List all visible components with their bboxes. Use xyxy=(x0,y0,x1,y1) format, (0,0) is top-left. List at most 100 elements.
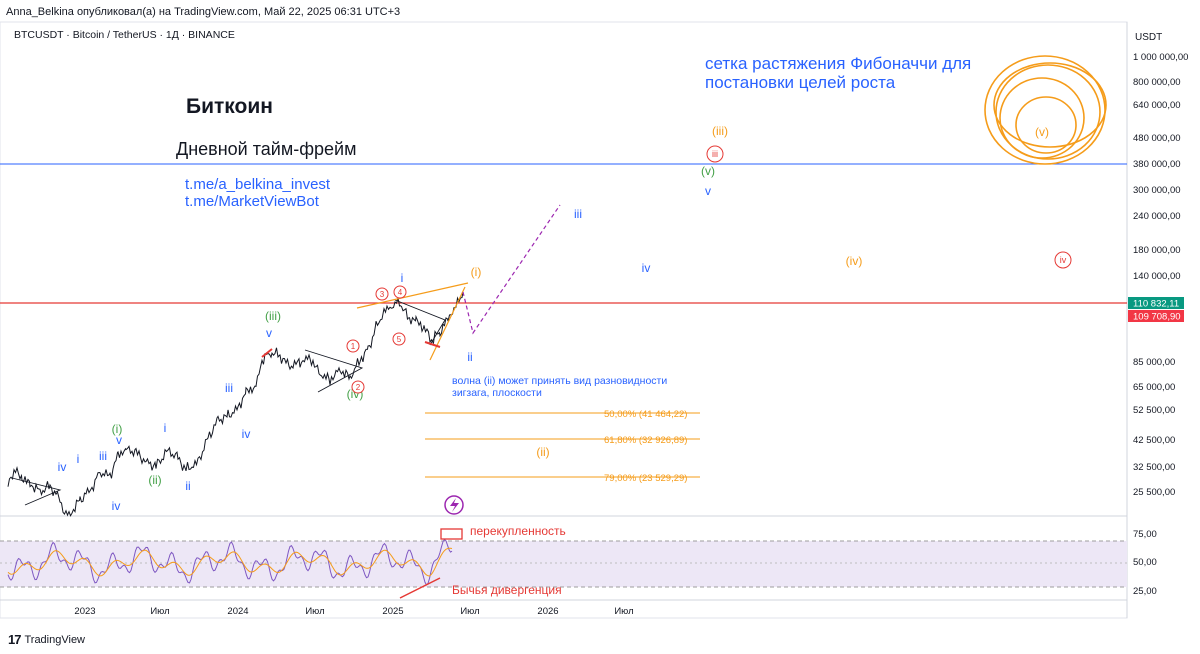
wave-label: v xyxy=(705,184,711,198)
circled-label-text: 5 xyxy=(397,335,402,344)
rsi-ma-line xyxy=(7,547,453,577)
wave-label: (iv) xyxy=(846,254,863,268)
fib-target-scribble xyxy=(984,55,1107,165)
rsi-axis-ticks: 75,00 50,00 25,00 xyxy=(1133,529,1157,597)
ticker-line[interactable]: BTCUSDT · Bitcoin / TetherUS · 1Д · BINA… xyxy=(14,29,235,41)
circled-label-ring xyxy=(392,332,406,346)
divergence-label: Бычья дивергенция xyxy=(452,583,562,597)
orange-trendline-top[interactable] xyxy=(356,282,469,309)
wave-label: i xyxy=(401,271,404,285)
time-tick: 2026 xyxy=(537,606,558,617)
time-tick: Июл xyxy=(614,606,633,617)
wave-label: (ii) xyxy=(148,473,161,487)
wave-label: (iii) xyxy=(712,124,728,138)
overbought-label: перекупленность xyxy=(470,524,566,538)
wave-label: v xyxy=(116,433,122,447)
price-tick: 380 000,00 xyxy=(1133,159,1181,170)
circled-label-ring xyxy=(351,380,365,394)
circled-label-ring xyxy=(1054,251,1072,269)
time-tick: 2023 xyxy=(74,606,95,617)
wave-label: (v) xyxy=(1035,125,1049,139)
price-badge xyxy=(1128,297,1184,309)
rsi-tick: 50,00 xyxy=(1133,557,1157,568)
price-badge-label: 109 708,90 xyxy=(1133,312,1181,323)
circled-label-text: 2 xyxy=(356,383,361,392)
price-series-line xyxy=(7,291,464,517)
price-tick: 85 000,00 xyxy=(1133,357,1175,368)
fib-label-618: 61,80% (32 926,89) xyxy=(604,435,687,446)
note-line: волна (ii) может принять вид разновиднос… xyxy=(452,375,667,387)
time-tick: Июл xyxy=(305,606,324,617)
divergence-line xyxy=(399,577,441,599)
link-1[interactable]: t.me/a_belkina_invest xyxy=(185,176,331,193)
wave-label: iv xyxy=(58,460,67,474)
price-axis-ticks[interactable]: 1 000 000,00 800 000,00 640 000,00 480 000,… xyxy=(1133,52,1188,498)
price-tick: 32 500,00 xyxy=(1133,462,1175,473)
footer-brand[interactable]: 17 TradingView xyxy=(8,632,85,647)
chart-title: Биткоин xyxy=(186,95,273,118)
rsi-tick: 25,00 xyxy=(1133,586,1157,597)
wave-label: iii xyxy=(99,449,107,463)
circled-label-text: 4 xyxy=(398,288,403,297)
tradingview-logo-icon: 17 xyxy=(8,632,22,647)
wave-label: iv xyxy=(642,261,651,275)
wave-label: i xyxy=(77,452,80,466)
fib-note: сетка растяжения Фибоначчи для постановки… xyxy=(705,54,971,92)
note-line: постановки целей роста xyxy=(705,73,896,92)
price-tick: 1 000 000,00 xyxy=(1133,52,1188,63)
price-tick: 300 000,00 xyxy=(1133,185,1181,196)
triangle-drawings[interactable] xyxy=(11,299,446,506)
fib-label-79: 79,00% (23 529,29) xyxy=(604,473,687,484)
wave-label: (i) xyxy=(112,422,123,436)
circled-label-text: iv xyxy=(1060,255,1067,265)
price-tick: 480 000,00 xyxy=(1133,133,1181,144)
time-tick: 2025 xyxy=(382,606,403,617)
note-line: зигзага, плоскости xyxy=(452,387,542,399)
price-badge-label: 110 832,11 xyxy=(1133,299,1179,310)
wave-label: (v) xyxy=(701,164,715,178)
wave-label: v xyxy=(266,326,272,340)
price-tick: 240 000,00 xyxy=(1133,211,1181,222)
price-axis-unit: USDT xyxy=(1135,32,1162,43)
time-tick: Июл xyxy=(460,606,479,617)
wave-label: ii xyxy=(467,350,472,364)
time-axis-ticks[interactable]: 2023 Июл 2024 Июл 2025 Июл 2026 Июл xyxy=(74,606,633,617)
projected-path[interactable] xyxy=(462,204,561,335)
wave-label: iii xyxy=(574,207,582,221)
price-tick: 25 500,00 xyxy=(1133,487,1175,498)
time-tick: 2024 xyxy=(227,606,248,617)
publish-line: Anna_Belkina опубликовал(а) на TradingVi… xyxy=(6,6,401,18)
price-tick: 42 500,00 xyxy=(1133,435,1175,446)
price-tick: 180 000,00 xyxy=(1133,245,1181,256)
orange-trendline-bottom[interactable] xyxy=(429,286,466,361)
price-badges: 110 832,11 109 708,90 xyxy=(1128,297,1184,323)
note-line: сетка растяжения Фибоначчи для xyxy=(705,54,971,73)
time-tick: Июл xyxy=(150,606,169,617)
chart-subtitle: Дневной тайм-фрейм xyxy=(176,139,356,159)
fib-label-50: 50,00% (41 464,22) xyxy=(604,409,687,420)
brand-name: TradingView xyxy=(24,633,86,646)
wave-label: ii xyxy=(185,479,190,493)
wave-label: i xyxy=(164,421,167,435)
price-tick: 52 500,00 xyxy=(1133,405,1175,416)
circled-label-ring xyxy=(393,285,407,299)
price-tick: 65 000,00 xyxy=(1133,382,1175,393)
rsi-line xyxy=(7,538,453,586)
price-badge xyxy=(1128,310,1184,322)
link-2[interactable]: t.me/MarketViewBot xyxy=(185,193,320,210)
red-mark-b xyxy=(424,341,441,348)
wave-label: iv xyxy=(242,427,251,441)
wave-note: волна (ii) может принять вид разновиднос… xyxy=(452,375,667,399)
price-tick: 140 000,00 xyxy=(1133,271,1181,282)
overbought-box xyxy=(440,528,463,540)
lightning-icon[interactable] xyxy=(444,495,464,515)
price-tick: 800 000,00 xyxy=(1133,77,1181,88)
wave-label: (iii) xyxy=(265,309,281,323)
circled-label-ring xyxy=(706,145,724,163)
circled-label-ring xyxy=(346,339,360,353)
wave-label: iv xyxy=(112,499,121,513)
wave-label: (i) xyxy=(471,265,482,279)
